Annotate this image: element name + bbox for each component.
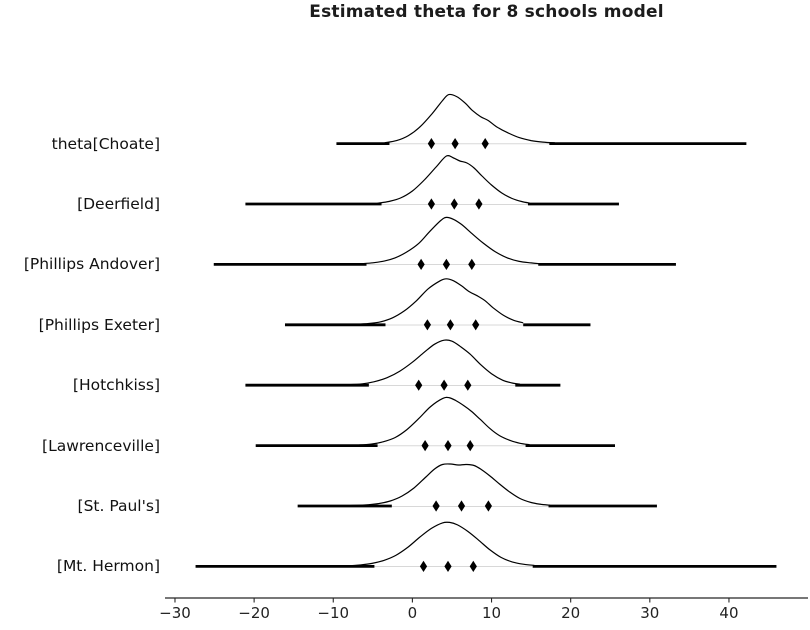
quartile-diamond <box>446 319 454 331</box>
row-label: [Mt. Hermon] <box>56 557 160 576</box>
quartile-diamond <box>468 258 476 270</box>
quartile-diamond <box>440 379 448 391</box>
quartile-diamond <box>419 560 428 572</box>
x-tick-label: 20 <box>561 604 581 622</box>
row-label: theta[Choate] <box>51 134 160 153</box>
quartile-diamond <box>451 138 459 150</box>
density-fill <box>356 278 524 325</box>
quartile-diamond <box>421 440 429 452</box>
quartile-diamond <box>427 198 435 210</box>
quartile-diamond <box>472 319 480 331</box>
row-label: [Deerfield] <box>77 195 160 213</box>
quartile-diamond <box>469 560 477 572</box>
density-curve <box>384 93 555 144</box>
row-label: [St. Paul's] <box>77 497 160 515</box>
quartile-diamond <box>484 500 492 512</box>
quartile-diamond <box>464 379 472 391</box>
x-tick-label: 40 <box>719 604 739 622</box>
quartile-diamond <box>442 258 450 270</box>
quartile-diamond <box>475 198 483 210</box>
quartile-diamond <box>450 198 458 210</box>
density-fill <box>377 155 530 204</box>
x-tick-label: 0 <box>407 604 418 622</box>
quartile-diamond <box>427 138 435 150</box>
density-fill <box>348 522 535 567</box>
quartile-diamond <box>444 440 452 452</box>
density-curve <box>377 154 530 204</box>
quartile-diamond <box>444 560 452 572</box>
row-label: [Phillips Andover] <box>23 255 160 274</box>
quartile-diamond <box>417 258 425 270</box>
y-axis-labels: theta[Choate] [Deerfield] [Phillips Andove… <box>0 0 162 630</box>
density-fill <box>360 217 539 265</box>
x-tick-label: 10 <box>481 604 502 622</box>
x-tick-label: 30 <box>640 604 660 622</box>
quartile-diamond <box>466 440 474 452</box>
quartile-diamond <box>423 319 431 331</box>
density-curve <box>348 521 535 567</box>
density-curve <box>359 396 530 446</box>
row-label: [Phillips Exeter] <box>38 315 160 334</box>
density-fill <box>349 463 551 506</box>
density-fill <box>348 340 520 386</box>
row-label: [Lawrenceville] <box>42 436 160 455</box>
density-curve <box>360 216 540 265</box>
x-tick-label: −20 <box>238 604 270 622</box>
density-curve <box>348 339 521 386</box>
density-fill <box>384 94 555 144</box>
quartile-diamond <box>432 500 440 512</box>
quartile-diamond <box>481 138 489 150</box>
density-curve <box>349 463 551 507</box>
chart-title: Estimated theta for 8 schools model <box>309 2 664 22</box>
x-tick-label: −30 <box>159 604 191 622</box>
quartile-diamond <box>457 500 466 512</box>
row-label: [Hotchkiss] <box>72 376 160 395</box>
x-tick-label: −10 <box>317 604 350 622</box>
density-curve <box>356 278 524 325</box>
quartile-diamond <box>415 379 423 391</box>
